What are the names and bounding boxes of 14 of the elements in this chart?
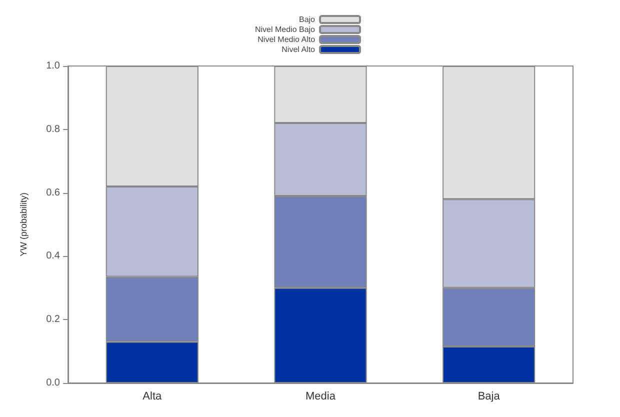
legend-label: Nivel Medio Bajo [254, 25, 316, 34]
x-tick-label: Baja [478, 390, 501, 402]
legend-label: Nivel Alto [282, 45, 316, 54]
y-axis-title: YW (probability) [18, 192, 28, 257]
x-tick-label: Media [306, 390, 336, 402]
legend-label: Nivel Medio Alto [258, 35, 316, 44]
y-tick-label: 1.0 [46, 60, 60, 72]
y-tick-label: 0.8 [46, 124, 60, 135]
y-tick-label: 0.2 [46, 314, 60, 326]
y-tick-label: 0.0 [46, 378, 60, 388]
legend-label: Bajo [299, 15, 316, 24]
y-tick-label: 0.4 [46, 250, 60, 262]
x-tick-label: Alta [142, 390, 163, 402]
y-tick-label: 0.6 [46, 187, 60, 198]
